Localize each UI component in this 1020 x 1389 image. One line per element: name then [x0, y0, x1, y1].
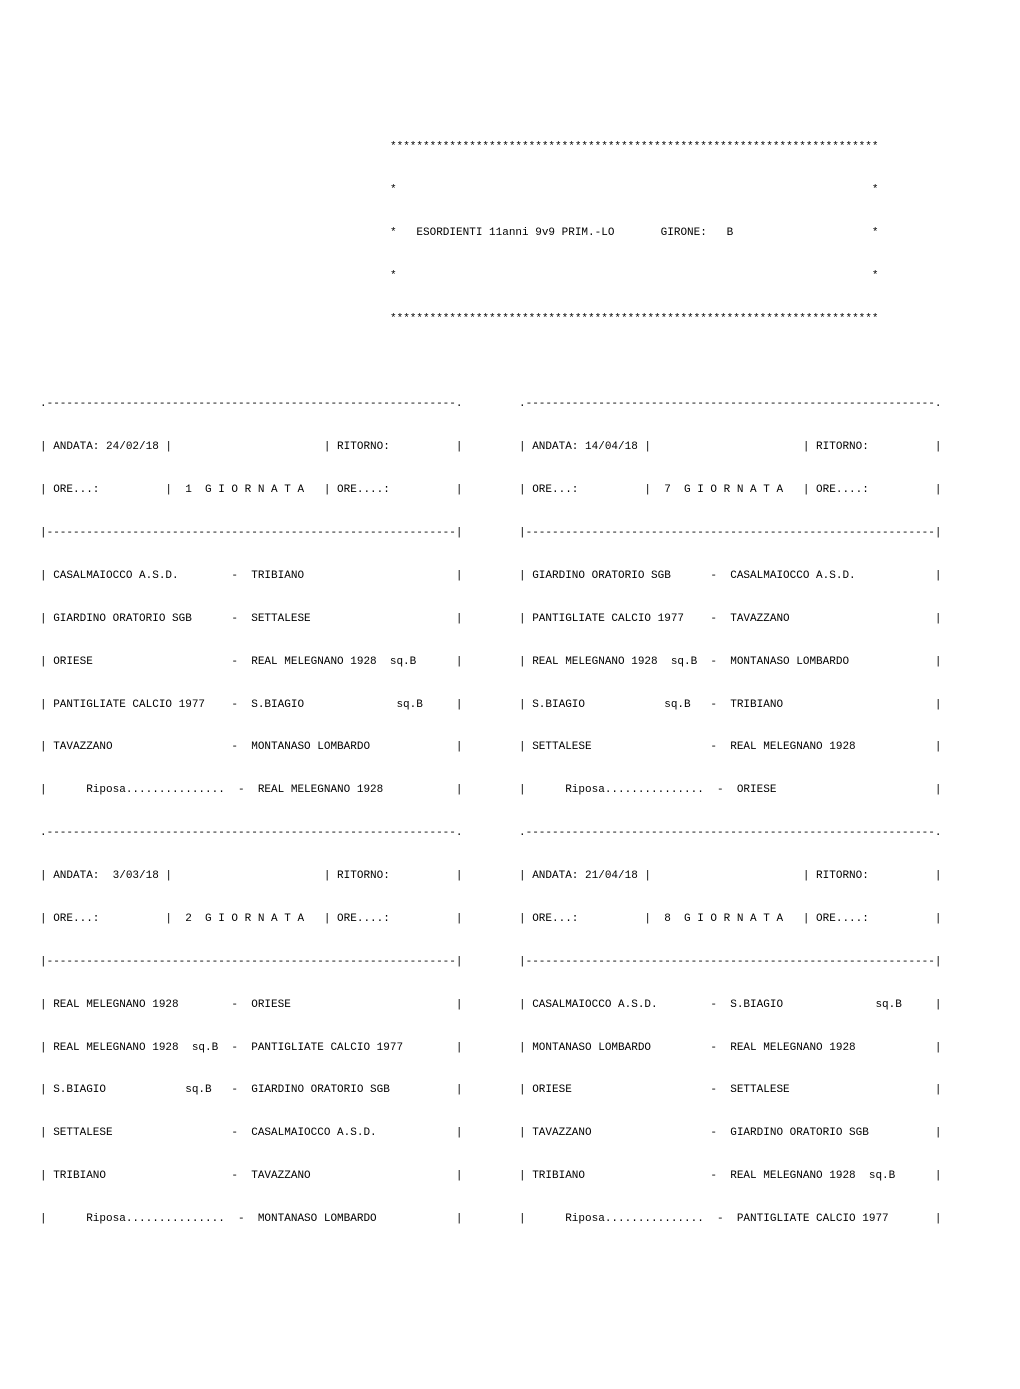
g8-m3: | ORIESE - SETTALESE |: [519, 1080, 980, 1101]
header-stars-top: ****************************************…: [390, 137, 980, 158]
g2-m1: | REAL MELEGNANO 1928 - ORIESE |: [40, 995, 501, 1016]
header-stars-bottom: ****************************************…: [390, 309, 980, 330]
g1-top: .---------------------------------------…: [40, 394, 501, 415]
g1-sep: |---------------------------------------…: [40, 523, 501, 544]
g7-m3: | REAL MELEGNANO 1928 sq.B - MONTANASO L…: [519, 652, 980, 673]
g1-m3: | ORIESE - REAL MELEGNANO 1928 sq.B |: [40, 652, 501, 673]
left-column: .---------------------------------------…: [40, 373, 501, 1252]
g2-m2: | REAL MELEGNANO 1928 sq.B - PANTIGLIATE…: [40, 1038, 501, 1059]
g1-m6: | Riposa............... - REAL MELEGNANO…: [40, 780, 501, 801]
g2-top: .---------------------------------------…: [40, 823, 501, 844]
schedule-columns: .---------------------------------------…: [40, 373, 980, 1252]
g8-m5: | TRIBIANO - REAL MELEGNANO 1928 sq.B |: [519, 1166, 980, 1187]
g8-m4: | TAVAZZANO - GIARDINO ORATORIO SGB |: [519, 1123, 980, 1144]
g7-m1: | GIARDINO ORATORIO SGB - CASALMAIOCCO A…: [519, 566, 980, 587]
g2-andata: | ANDATA: 3/03/18 | | RITORNO: |: [40, 866, 501, 887]
header-title: * ESORDIENTI 11anni 9v9 PRIM.-LO GIRONE:…: [390, 223, 980, 244]
g7-top: .---------------------------------------…: [519, 394, 980, 415]
header-block: ****************************************…: [390, 116, 980, 352]
g8-m6: | Riposa............... - PANTIGLIATE CA…: [519, 1209, 980, 1230]
g8-m1: | CASALMAIOCCO A.S.D. - S.BIAGIO sq.B |: [519, 995, 980, 1016]
g7-ore: | ORE...: | 7 G I O R N A T A | ORE....:…: [519, 480, 980, 501]
g8-ore: | ORE...: | 8 G I O R N A T A | ORE....:…: [519, 909, 980, 930]
g7-andata: | ANDATA: 14/04/18 | | RITORNO: |: [519, 437, 980, 458]
g2-m6: | Riposa............... - MONTANASO LOMB…: [40, 1209, 501, 1230]
g2-m5: | TRIBIANO - TAVAZZANO |: [40, 1166, 501, 1187]
header-empty-2: * *: [390, 266, 980, 287]
g8-top: .---------------------------------------…: [519, 823, 980, 844]
g1-m5: | TAVAZZANO - MONTANASO LOMBARDO |: [40, 737, 501, 758]
g1-andata: | ANDATA: 24/02/18 | | RITORNO: |: [40, 437, 501, 458]
g2-sep: |---------------------------------------…: [40, 952, 501, 973]
g2-m3: | S.BIAGIO sq.B - GIARDINO ORATORIO SGB …: [40, 1080, 501, 1101]
g7-m4: | S.BIAGIO sq.B - TRIBIANO |: [519, 695, 980, 716]
g2-m4: | SETTALESE - CASALMAIOCCO A.S.D. |: [40, 1123, 501, 1144]
g8-sep: |---------------------------------------…: [519, 952, 980, 973]
g2-ore: | ORE...: | 2 G I O R N A T A | ORE....:…: [40, 909, 501, 930]
g1-m1: | CASALMAIOCCO A.S.D. - TRIBIANO |: [40, 566, 501, 587]
g8-andata: | ANDATA: 21/04/18 | | RITORNO: |: [519, 866, 980, 887]
header-empty-1: * *: [390, 180, 980, 201]
right-column: .---------------------------------------…: [519, 373, 980, 1252]
g7-m5: | SETTALESE - REAL MELEGNANO 1928 |: [519, 737, 980, 758]
g8-m2: | MONTANASO LOMBARDO - REAL MELEGNANO 19…: [519, 1038, 980, 1059]
g1-m4: | PANTIGLIATE CALCIO 1977 - S.BIAGIO sq.…: [40, 695, 501, 716]
g7-m2: | PANTIGLIATE CALCIO 1977 - TAVAZZANO |: [519, 609, 980, 630]
g7-sep: |---------------------------------------…: [519, 523, 980, 544]
g1-m2: | GIARDINO ORATORIO SGB - SETTALESE |: [40, 609, 501, 630]
g7-m6: | Riposa............... - ORIESE |: [519, 780, 980, 801]
g1-ore: | ORE...: | 1 G I O R N A T A | ORE....:…: [40, 480, 501, 501]
